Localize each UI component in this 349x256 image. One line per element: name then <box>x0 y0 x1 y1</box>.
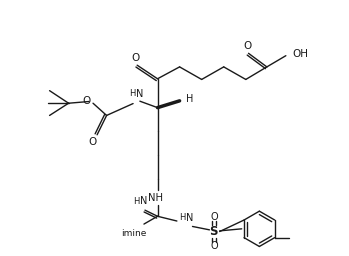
Text: O: O <box>131 53 140 63</box>
Text: N: N <box>140 196 147 206</box>
Text: O: O <box>210 212 218 222</box>
Text: S: S <box>209 225 218 238</box>
Text: H: H <box>186 94 193 104</box>
Text: O: O <box>88 137 96 147</box>
Text: O: O <box>82 95 90 105</box>
Text: H: H <box>179 213 186 222</box>
Text: NH: NH <box>148 193 163 202</box>
Text: N: N <box>136 89 143 99</box>
Text: H: H <box>129 89 136 98</box>
Text: N: N <box>186 213 193 223</box>
Text: O: O <box>244 41 252 51</box>
Text: O: O <box>210 241 218 251</box>
Text: H: H <box>133 197 140 206</box>
Text: OH: OH <box>292 49 308 59</box>
Text: imine: imine <box>121 229 147 238</box>
